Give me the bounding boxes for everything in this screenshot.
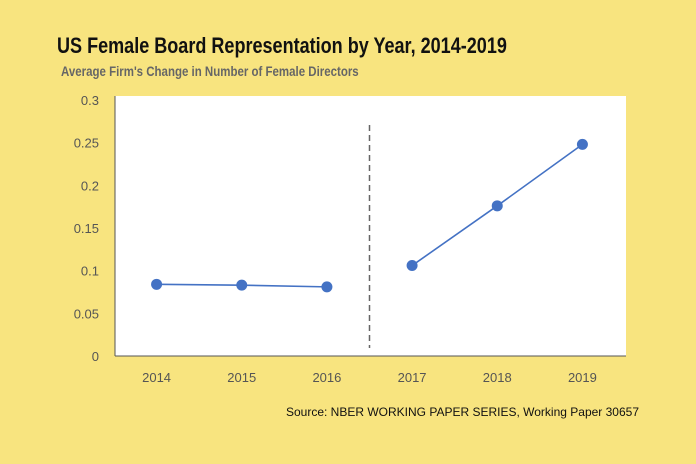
data-point [491, 200, 503, 212]
plot-area [115, 96, 626, 356]
x-tick-label: 2015 [227, 370, 256, 385]
chart-title: US Female Board Representation by Year, … [57, 33, 507, 58]
x-tick-label: 2016 [312, 370, 341, 385]
y-tick-label: 0.2 [81, 178, 99, 193]
x-tick-label: 2018 [483, 370, 512, 385]
y-tick-label: 0.25 [74, 136, 99, 151]
y-tick-label: 0.1 [81, 264, 99, 279]
x-tick-label: 2017 [398, 370, 427, 385]
data-point [236, 279, 248, 291]
data-point [321, 281, 333, 293]
y-tick-label: 0.05 [74, 306, 99, 321]
data-point [576, 138, 588, 150]
chart-subtitle: Average Firm's Change in Number of Femal… [61, 63, 359, 79]
data-point [406, 260, 418, 272]
x-tick-label: 2014 [142, 370, 171, 385]
source-note: Source: NBER WORKING PAPER SERIES, Worki… [285, 405, 639, 419]
x-tick-label: 2019 [568, 370, 597, 385]
y-tick-label: 0.15 [74, 221, 99, 236]
y-tick-label: 0.3 [81, 93, 99, 108]
data-point [151, 278, 163, 290]
y-tick-label: 0 [92, 349, 99, 364]
